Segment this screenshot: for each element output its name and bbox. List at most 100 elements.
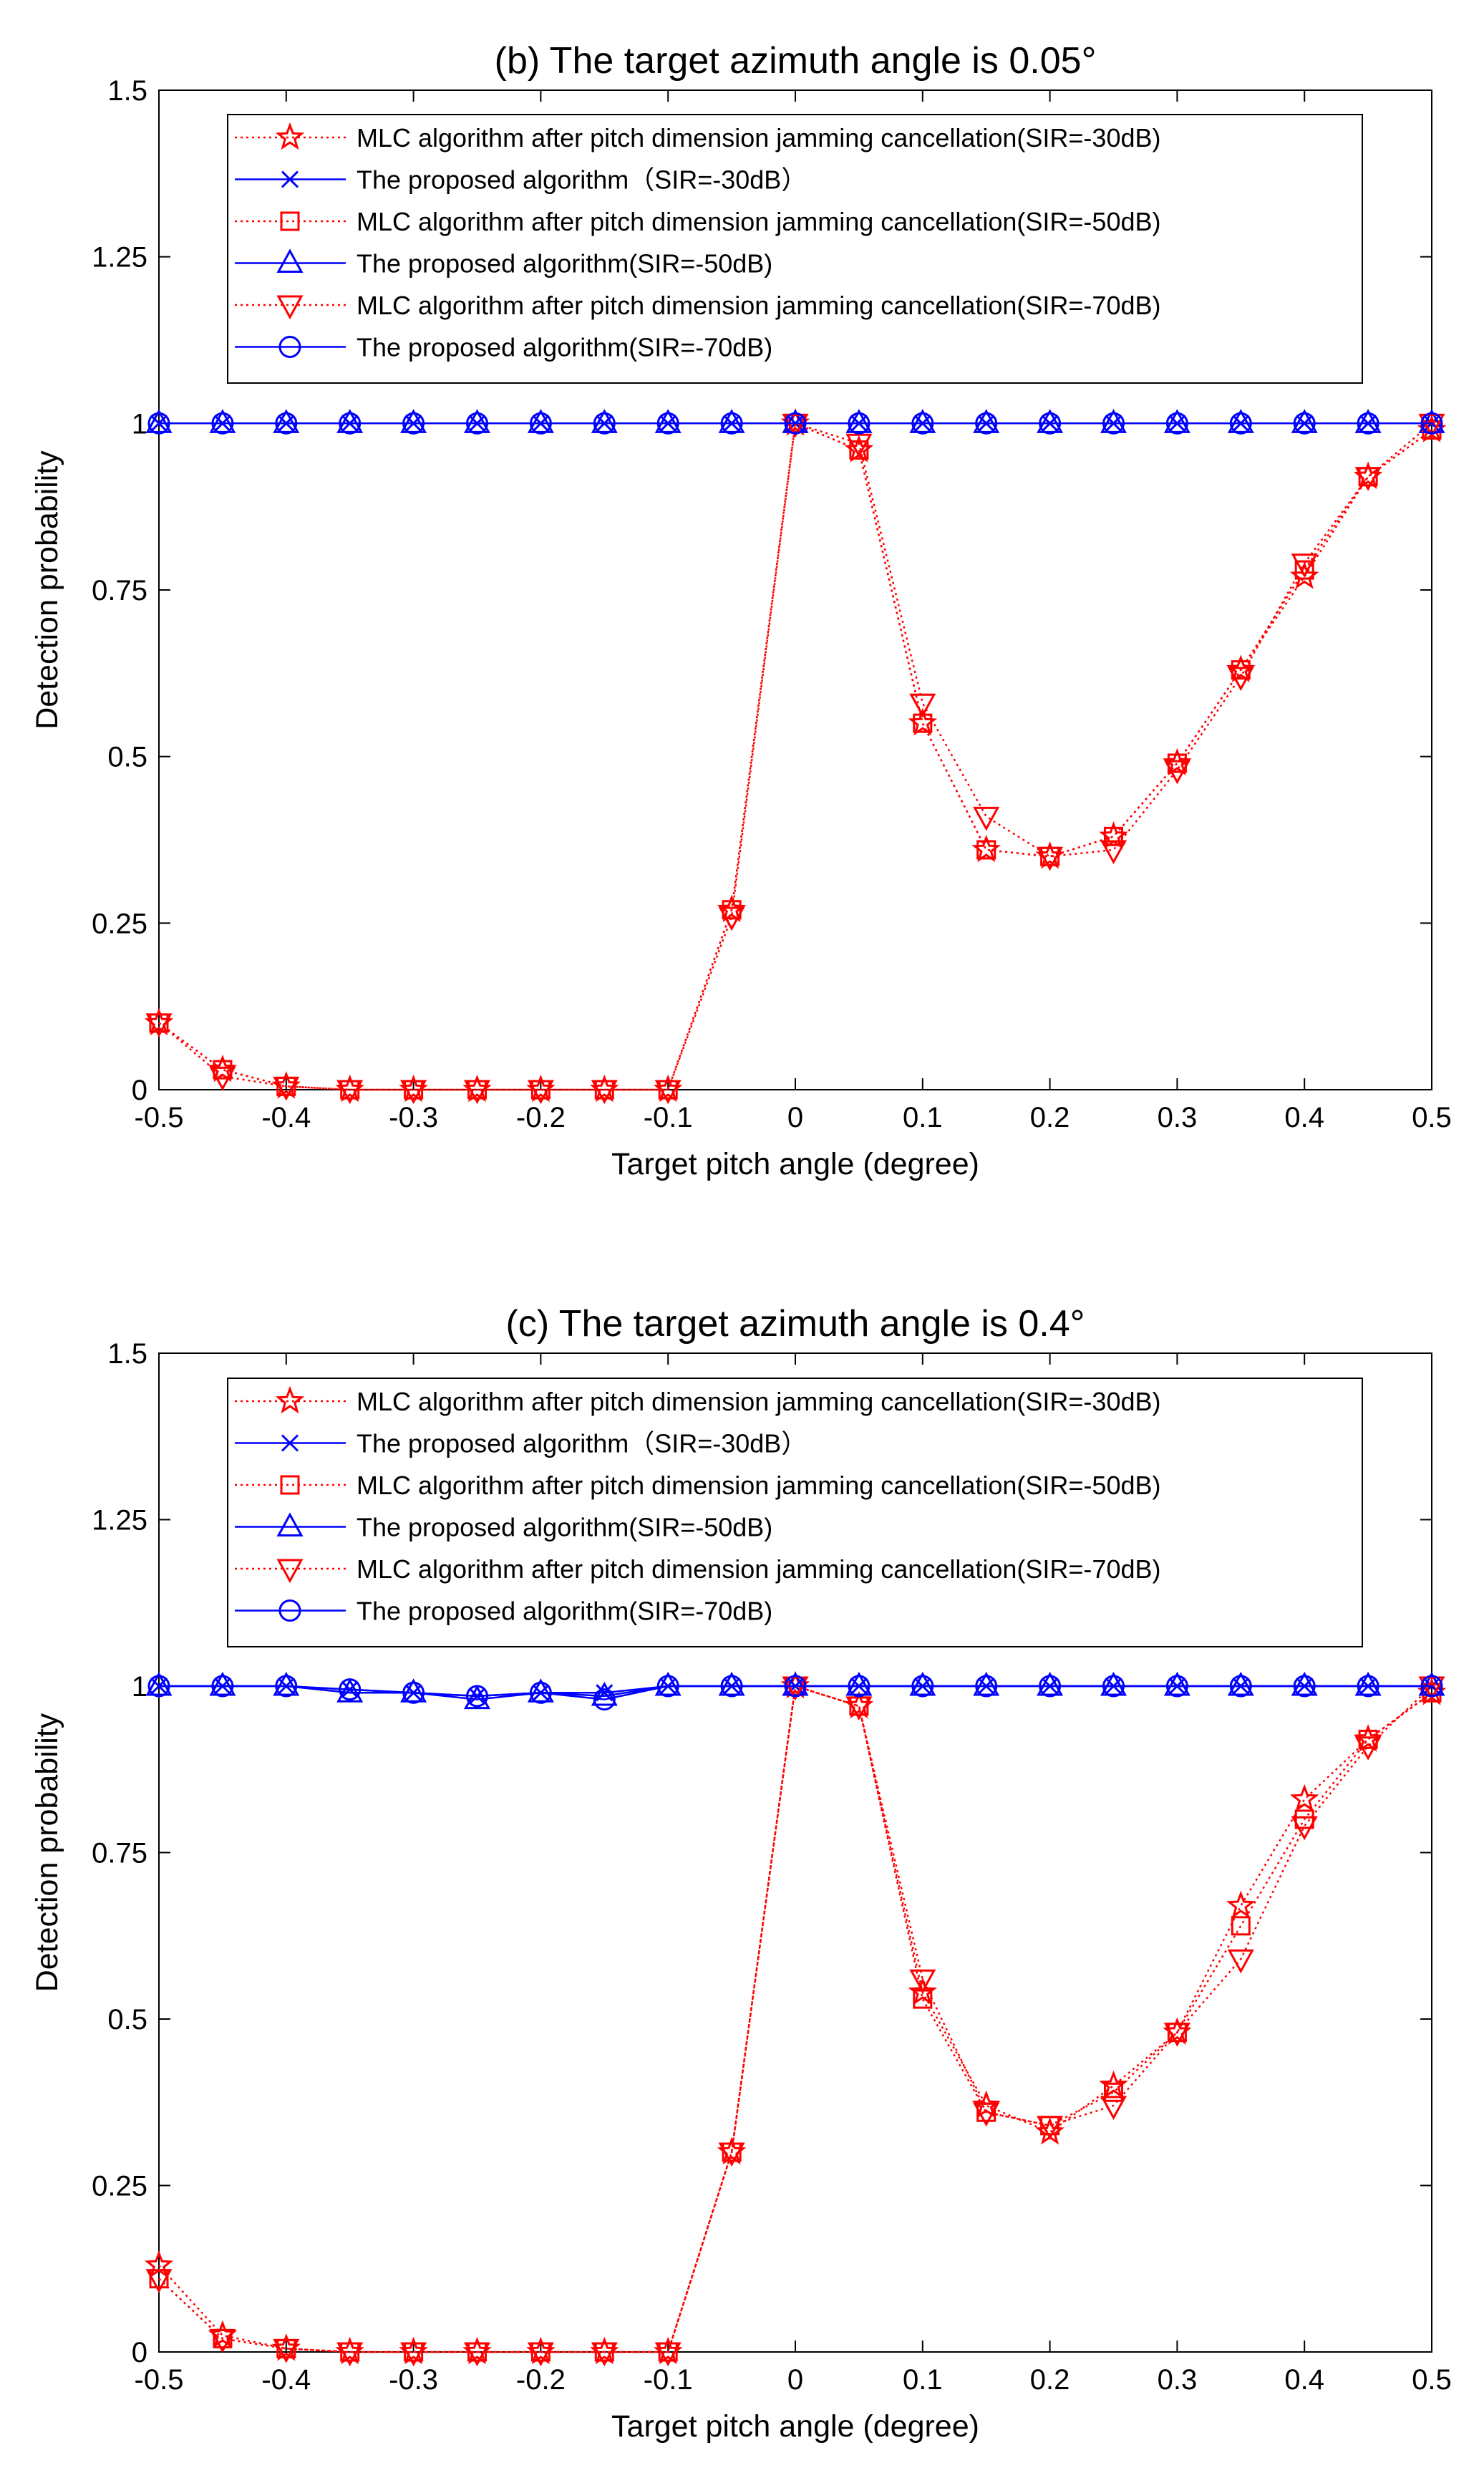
- data-point: [593, 1688, 616, 1711]
- data-point: [463, 409, 491, 433]
- data-point: [654, 1671, 682, 1696]
- data-point: [845, 433, 873, 458]
- data-point: [400, 409, 427, 433]
- data-point: [336, 409, 364, 433]
- data-point: [1418, 413, 1445, 438]
- data-point: [718, 906, 745, 931]
- data-point: [209, 1066, 236, 1091]
- data-point: [1289, 1783, 1319, 1812]
- data-point: [1227, 1949, 1254, 1974]
- data-point: [909, 1969, 936, 1994]
- x-tick-label: -0.1: [644, 2364, 693, 2396]
- data-point: [466, 1685, 488, 1708]
- data-point: [1227, 409, 1254, 433]
- y-tick-label: 1.5: [107, 75, 147, 107]
- x-tick-label: -0.1: [644, 1102, 693, 1133]
- legend-label: MLC algorithm after pitch dimension jamm…: [357, 207, 1161, 236]
- data-point: [209, 409, 236, 433]
- data-point: [1294, 560, 1314, 580]
- y-tick-label: 0.5: [107, 742, 147, 773]
- data-point: [1291, 1671, 1318, 1696]
- x-tick-label: 0.1: [903, 1102, 943, 1133]
- data-point: [1420, 412, 1443, 435]
- data-point: [211, 1675, 234, 1698]
- legend-marker: [276, 1559, 304, 1584]
- x-tick-label: 0.4: [1284, 2364, 1324, 2396]
- data-point: [973, 2102, 1000, 2127]
- legend-label: The proposed algorithm(SIR=-50dB): [357, 249, 772, 279]
- data-point: [1165, 412, 1188, 435]
- data-point: [1037, 2116, 1064, 2140]
- y-axis-label: Detection probability: [30, 1713, 64, 1992]
- x-tick-label: -0.3: [389, 2364, 438, 2396]
- legend-label: The proposed algorithm(SIR=-50dB): [357, 1513, 772, 1542]
- data-point: [273, 2338, 300, 2363]
- data-point: [1163, 760, 1190, 785]
- data-point: [1418, 409, 1445, 433]
- data-point: [275, 412, 298, 435]
- y-axis-label: Detection probability: [30, 450, 64, 730]
- data-point: [1354, 1671, 1382, 1696]
- data-point: [1357, 1675, 1379, 1698]
- x-tick-label: -0.5: [135, 2364, 184, 2396]
- data-point: [1291, 1816, 1318, 1841]
- data-point: [147, 412, 170, 435]
- x-tick-label: 0.4: [1284, 1102, 1324, 1133]
- data-point: [527, 409, 554, 433]
- x-tick-label: 0.2: [1030, 1102, 1070, 1133]
- data-point: [527, 1678, 554, 1703]
- legend-label: MLC algorithm after pitch dimension jamm…: [357, 123, 1161, 153]
- data-point: [593, 412, 616, 435]
- data-point: [145, 409, 173, 433]
- data-point: [336, 2342, 364, 2366]
- data-point: [400, 1678, 427, 1703]
- x-tick-label: 0.2: [1030, 2364, 1070, 2396]
- data-point: [782, 1676, 809, 1701]
- data-point: [273, 1076, 300, 1101]
- data-point: [654, 2342, 682, 2366]
- data-point: [145, 2269, 173, 2293]
- data-point: [591, 1080, 618, 1104]
- chart-title: (c) The target azimuth angle is 0.4°: [506, 1303, 1085, 1345]
- data-point: [147, 1675, 170, 1698]
- data-point: [909, 693, 936, 718]
- data-point: [1354, 409, 1382, 433]
- y-tick-label: 1: [132, 1671, 147, 1703]
- data-point: [466, 412, 488, 435]
- data-point: [1104, 2082, 1123, 2102]
- data-point: [782, 1671, 809, 1696]
- y-tick-label: 0.25: [92, 908, 147, 939]
- data-point: [720, 412, 743, 435]
- y-tick-label: 1.25: [92, 1505, 147, 1536]
- data-point: [402, 1681, 425, 1704]
- data-point: [973, 806, 1000, 831]
- data-point: [1163, 2023, 1190, 2047]
- data-point: [1293, 1675, 1316, 1698]
- data-point: [718, 2142, 745, 2167]
- data-point: [1099, 2070, 1128, 2099]
- data-point: [1231, 1916, 1251, 1936]
- legend-marker: [281, 1434, 299, 1452]
- data-point: [1291, 553, 1318, 578]
- x-tick-label: -0.4: [261, 1102, 311, 1133]
- data-point: [209, 2328, 236, 2353]
- x-tick-label: 0.1: [903, 2364, 943, 2396]
- data-point: [1418, 1676, 1445, 1701]
- y-tick-label: 0.75: [92, 1838, 147, 1869]
- series-line: [158, 422, 1432, 1091]
- data-point: [784, 1675, 807, 1698]
- data-point: [275, 1675, 298, 1698]
- legend-marker: [280, 1475, 300, 1495]
- chart-panel-c: (c) The target azimuth angle is 0.4° -0.5…: [30, 1303, 1452, 2444]
- data-point: [1165, 1675, 1188, 1698]
- data-point: [909, 409, 936, 433]
- x-tick-label: 0: [787, 2364, 803, 2396]
- data-point: [527, 1080, 554, 1104]
- data-point: [1354, 1736, 1382, 1761]
- data-point: [1167, 753, 1187, 773]
- data-point: [1037, 1671, 1064, 1696]
- data-point: [973, 409, 1000, 433]
- legend: MLC algorithm after pitch dimension jamm…: [227, 114, 1363, 384]
- data-point: [1102, 1675, 1125, 1698]
